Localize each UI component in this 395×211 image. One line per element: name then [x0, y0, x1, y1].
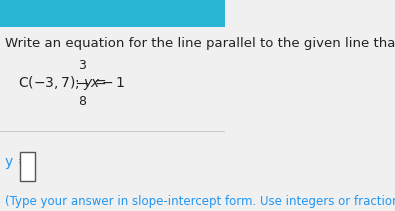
Text: C$(-3,7)$; $y=$: C$(-3,7)$; $y=$ [18, 74, 107, 92]
Text: y =: y = [4, 155, 29, 169]
FancyBboxPatch shape [20, 152, 35, 181]
Text: Write an equation for the line parallel to the given line that contains C: Write an equation for the line parallel … [4, 37, 395, 50]
Text: $x-1$: $x-1$ [90, 76, 125, 90]
Text: 8: 8 [78, 95, 86, 108]
FancyBboxPatch shape [0, 0, 225, 27]
Text: (Type your answer in slope-intercept form. Use integers or fractions fo: (Type your answer in slope-intercept for… [4, 195, 395, 208]
Text: 3: 3 [78, 59, 86, 72]
